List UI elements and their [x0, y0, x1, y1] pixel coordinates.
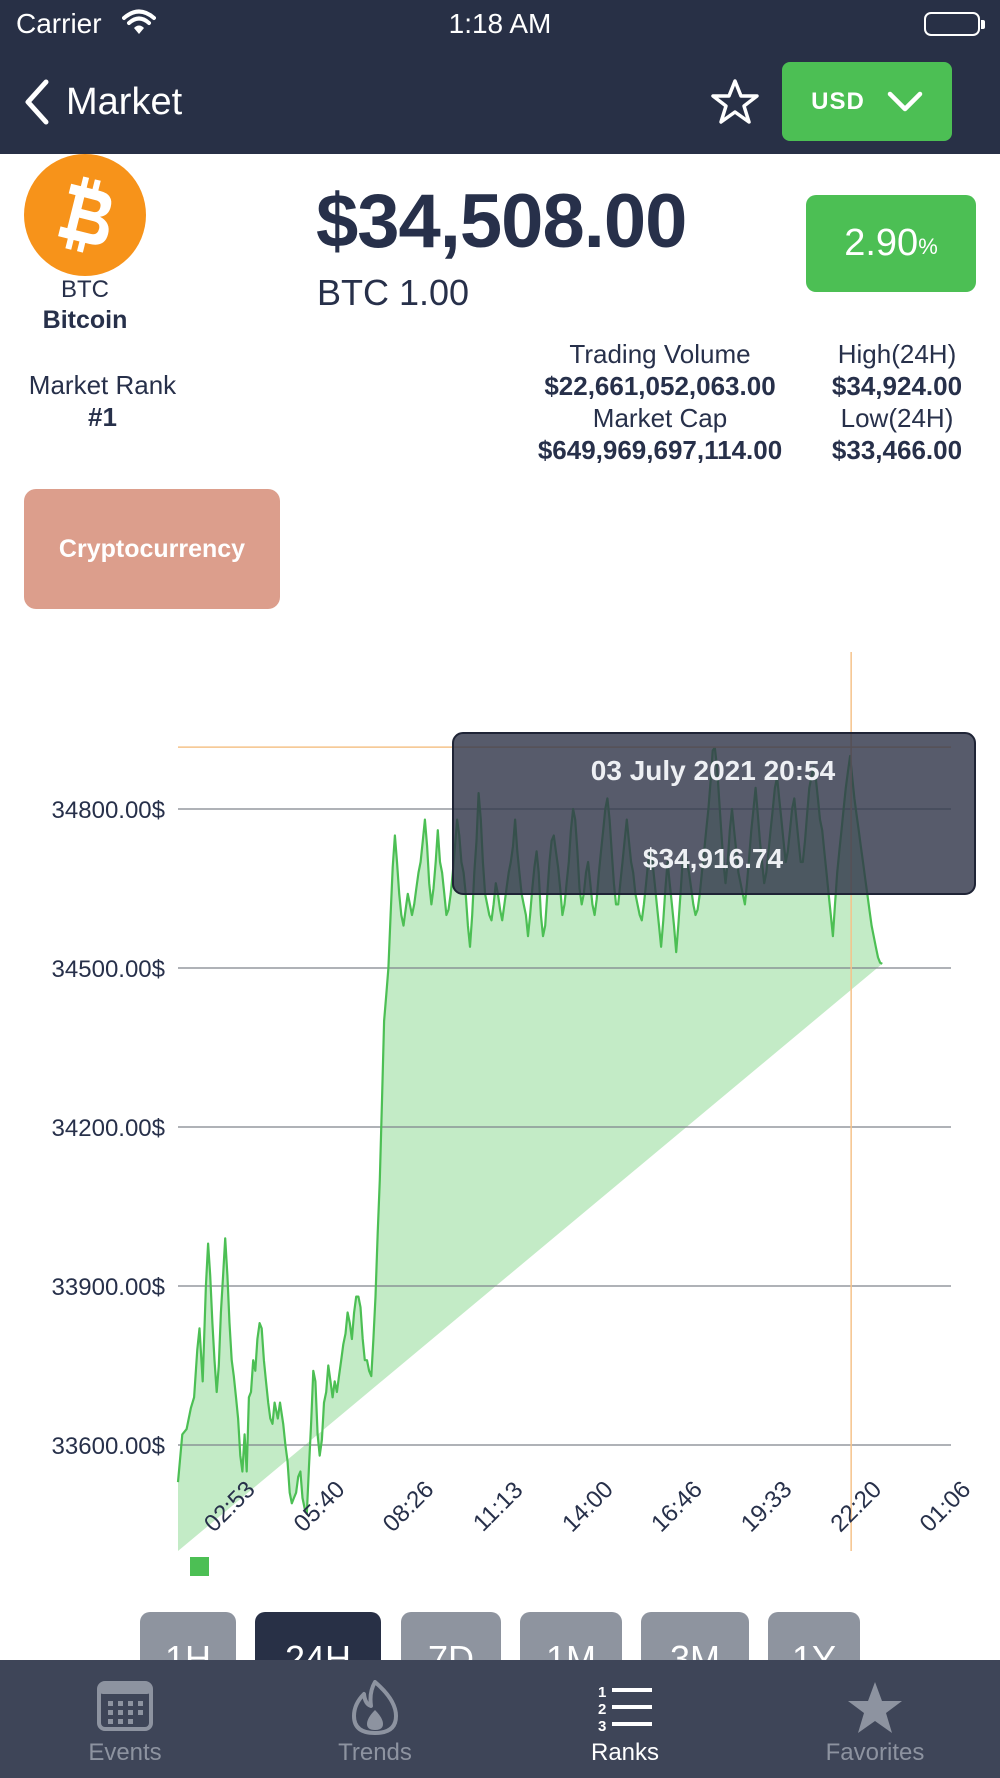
chevron-left-icon	[25, 79, 49, 125]
x-tick-label: 14:00	[557, 1476, 619, 1538]
flame-icon	[352, 1680, 398, 1735]
tab-events[interactable]: Events	[0, 1660, 250, 1778]
bitcoin-logo-icon	[24, 154, 146, 276]
y-tick-label: 34200.00$	[52, 1115, 165, 1142]
x-tick-label: 22:20	[826, 1476, 888, 1538]
tooltip-date: 03 July 2021 20:54	[591, 755, 836, 786]
currency-label: USD	[811, 87, 865, 115]
trading-volume-label: Trading Volume	[569, 339, 751, 369]
tab-label-favorites: Favorites	[825, 1739, 925, 1766]
tab-label-ranks: Ranks	[590, 1739, 660, 1766]
price-change-unit: %	[918, 233, 938, 259]
x-tick-label: 08:26	[378, 1476, 440, 1538]
category-tag[interactable]: Cryptocurrency	[24, 489, 280, 609]
chart-tooltip	[452, 732, 976, 895]
market-cap-label: Market Cap	[592, 403, 728, 433]
time-range-selector: 1H 24H 7D 1M 3M 1Y	[0, 1612, 1000, 1682]
coin-name: Bitcoin	[42, 306, 128, 334]
svg-text:1: 1	[598, 1684, 606, 1701]
price-chart[interactable]: 33600.00$ 33900.00$ 34200.00$ 34500.00$ 3480…	[0, 0, 1000, 1600]
high-24h-value: $34,924.00	[831, 371, 963, 401]
ranked-list-icon: 123	[598, 1684, 652, 1735]
back-label: Market	[66, 80, 183, 123]
trading-volume-value: $22,661,052,063.00	[544, 371, 776, 401]
star-filled-icon	[848, 1682, 902, 1733]
x-tick-label: 11:13	[468, 1477, 528, 1537]
svg-text:3: 3	[598, 1718, 606, 1735]
y-tick-label: 34800.00$	[52, 797, 165, 824]
tab-trends[interactable]: Trends	[250, 1660, 500, 1778]
tab-favorites[interactable]: Favorites	[750, 1660, 1000, 1778]
y-tick-label: 33600.00$	[52, 1433, 165, 1460]
tooltip-value: $34,916.74	[643, 843, 784, 874]
chevron-down-icon	[887, 91, 923, 111]
low-24h-value: $33,466.00	[831, 435, 963, 465]
status-bar: Carrier 1:18 AM	[0, 0, 1000, 50]
calendar-icon	[97, 1681, 153, 1731]
market-rank-label: Market Rank	[28, 370, 177, 400]
carrier-label: Carrier	[16, 8, 102, 39]
price-change-badge: 2.90 %	[806, 195, 976, 292]
y-tick-label: 34500.00$	[52, 956, 165, 983]
currency-selector[interactable]: USD	[782, 62, 952, 141]
x-tick-label: 19:33	[736, 1476, 798, 1538]
favorite-button[interactable]	[710, 78, 760, 131]
legend-swatch	[190, 1557, 209, 1576]
price-in-coin: BTC 1.00	[317, 272, 470, 313]
price-area-fill	[178, 747, 883, 1551]
svg-text:2: 2	[598, 1701, 606, 1718]
x-tick-label: 16:46	[646, 1476, 708, 1538]
market-cap-value: $649,969,697,114.00	[537, 435, 783, 465]
y-tick-label: 33900.00$	[52, 1274, 165, 1301]
wifi-icon	[122, 8, 156, 41]
back-button[interactable]: Market	[22, 74, 182, 130]
status-time: 1:18 AM	[448, 8, 552, 39]
star-outline-icon	[711, 79, 759, 124]
high-24h-label: High(24H)	[837, 339, 957, 369]
market-rank-value: #1	[88, 402, 117, 432]
coin-symbol: BTC	[61, 276, 109, 303]
nav-bar: Market USD	[0, 50, 1000, 154]
coin-price: $34,508.00	[316, 179, 687, 264]
x-tick-label: 01:06	[915, 1476, 977, 1538]
tab-label-trends: Trends	[338, 1739, 412, 1766]
battery-icon	[924, 12, 985, 36]
tab-label-events: Events	[88, 1739, 162, 1766]
low-24h-label: Low(24H)	[840, 403, 954, 433]
price-change-value: 2.90	[844, 222, 919, 264]
